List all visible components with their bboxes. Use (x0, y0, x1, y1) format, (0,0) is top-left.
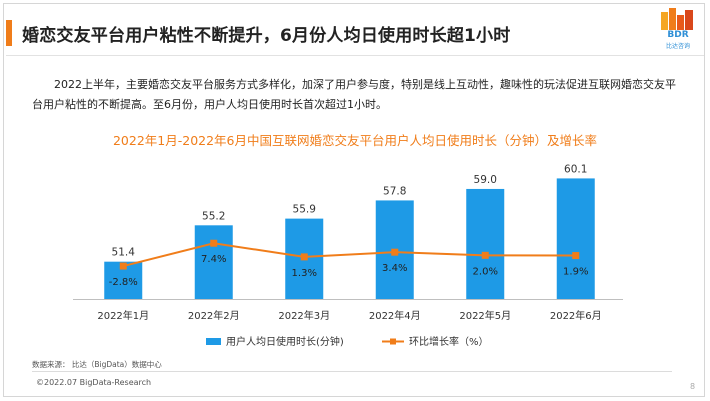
rate-point-6 (572, 252, 580, 260)
summary-paragraph: 2022上半年，主要婚恋交友平台服务方式多样化，加深了用户参与度，特别是线上互动… (32, 78, 676, 111)
copyright: ©2022.07 BigData-Research (36, 378, 152, 387)
rate-point-4 (391, 248, 399, 256)
rate-point-2 (210, 239, 218, 247)
rate-point-5 (481, 251, 489, 259)
rate-point-1 (119, 262, 127, 270)
title-accent-bar (6, 20, 12, 46)
bar-value-label: 57.8 (383, 185, 406, 197)
rate-value-label: 2.0% (473, 266, 498, 277)
legend-line-label: 环比增长率（%） (409, 335, 489, 348)
growth-rate-line (123, 242, 576, 268)
x-tick-label: 2022年6月 (550, 309, 602, 322)
rate-point-3 (300, 253, 308, 261)
x-tick-label: 2022年3月 (278, 309, 330, 322)
page-number: 8 (690, 382, 696, 391)
x-tick-label: 2022年2月 (188, 309, 240, 322)
bar-value-label: 60.1 (564, 163, 587, 175)
bar-value-label: 55.9 (293, 204, 316, 216)
legend-bar-swatch (206, 338, 221, 345)
rate-value-label: 1.9% (563, 267, 588, 278)
legend-bar-label: 用户人均日使用时长(分钟) (226, 335, 344, 348)
bar-value-label: 55.2 (202, 210, 225, 222)
bar-value-label: 59.0 (474, 174, 497, 186)
logo-text: BDR (667, 30, 689, 40)
bar-5 (466, 188, 505, 299)
logo-subtext: 比达咨询 (665, 43, 690, 50)
x-tick-label: 2022年4月 (369, 309, 421, 322)
rate-value-label: 1.3% (292, 268, 317, 279)
bar-6 (556, 178, 595, 299)
bdr-logo-icon (661, 8, 693, 30)
bar-value-label: 51.4 (112, 247, 136, 259)
rate-value-label: -2.8% (109, 277, 138, 288)
rate-value-label: 7.4% (201, 254, 226, 265)
bar-2 (194, 225, 233, 299)
rate-value-label: 3.4% (382, 263, 407, 274)
slide-frame (3, 3, 705, 397)
header-divider (6, 55, 704, 56)
data-source: 数据来源： 比达（BigData）数据中心 (32, 360, 162, 369)
x-tick-label: 2022年1月 (97, 309, 149, 322)
x-tick-label: 2022年5月 (459, 309, 511, 322)
chart-title: 2022年1月-2022年6月中国互联网婚恋交友平台用户人均日使用时长（分钟）及… (112, 133, 598, 148)
footer-divider (32, 371, 672, 372)
legend-line-marker (390, 338, 396, 345)
page-title: 婚恋交友平台用户粘性不断提升，6月份人均日使用时长超1小时 (22, 26, 511, 46)
